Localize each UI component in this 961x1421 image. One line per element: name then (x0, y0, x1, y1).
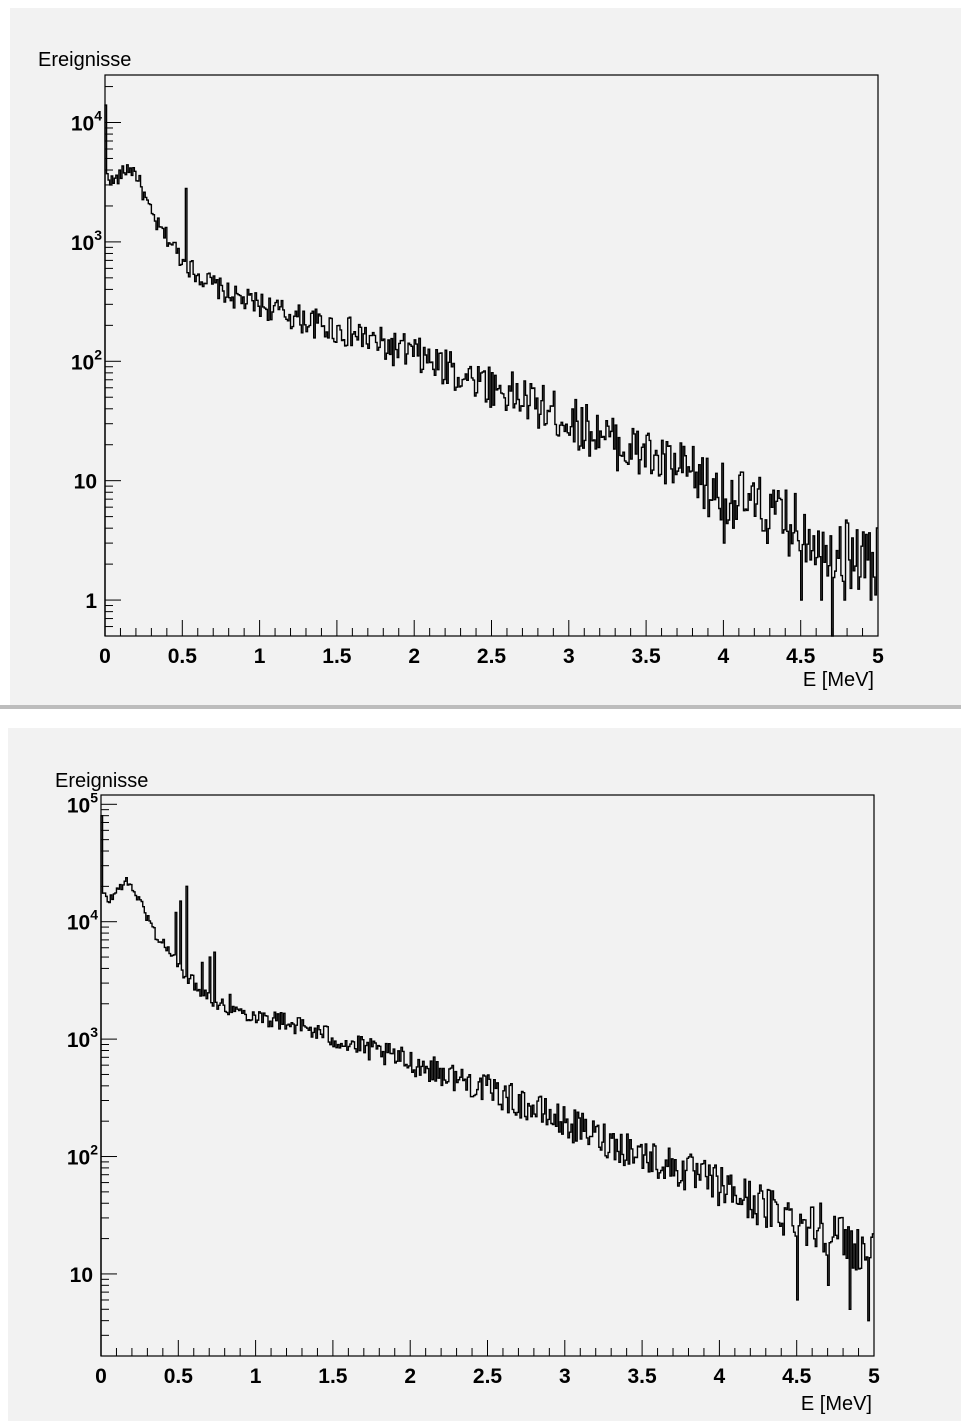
x-tick-label: 5 (868, 1365, 880, 1388)
x-tick-label: 1 (254, 645, 266, 668)
x-tick-label: 2.5 (477, 645, 507, 668)
axis-ticks (100, 803, 875, 1357)
x-tick-label: 2.5 (473, 1365, 503, 1388)
plot-frame (104, 74, 879, 637)
x-tick-label: 4.5 (782, 1365, 812, 1388)
panel-divider (0, 705, 961, 709)
x-tick-label: 3 (563, 645, 575, 668)
y-tick-label: 1 (85, 590, 97, 613)
y-tick-label: 103 (71, 227, 102, 255)
x-tick-label: 0 (95, 1365, 107, 1388)
x-tick-label: 4.5 (786, 645, 816, 668)
x-tick-label: 3 (559, 1365, 571, 1388)
y-tick-label: 10 (70, 1264, 93, 1287)
y-axis-label: Ereignisse (38, 49, 131, 71)
chart-top: Ereignisse E [MeV] 0 0.5 1 1.5 2 2.5 3 3.5 4 4.5 5… (38, 49, 884, 691)
y-tick-label: 105 (67, 789, 98, 817)
y-tick-label: 103 (67, 1024, 98, 1052)
x-tick-label: 2 (404, 1365, 416, 1388)
x-tick-label: 3.5 (627, 1365, 657, 1388)
y-tick-label: 102 (67, 1142, 98, 1170)
x-tick-label: 3.5 (631, 645, 661, 668)
x-tick-label: 5 (872, 645, 884, 668)
y-tick-label: 102 (71, 346, 102, 374)
histogram-line (104, 104, 878, 637)
x-tick-label: 2 (408, 645, 420, 668)
y-tick-label: 104 (71, 108, 102, 136)
x-axis-label: E [MeV] (801, 1393, 872, 1415)
x-tick-label: 0 (99, 645, 111, 668)
x-tick-label: 0.5 (168, 645, 198, 668)
tick-labels: 0 0.5 1 1.5 2 2.5 3 3.5 4 4.5 5 1 10 102 103 104 (71, 108, 884, 668)
x-tick-label: 0.5 (164, 1365, 194, 1388)
tick-labels: 0 0.5 1 1.5 2 2.5 3 3.5 4 4.5 5 10 102 103 104 105 (67, 789, 880, 1388)
x-tick-label: 1 (250, 1365, 262, 1388)
chart-bottom: Ereignisse E [MeV] 0 0.5 1 1.5 2 2.5 3 3.5 4 4.5 5… (55, 770, 880, 1415)
y-axis-label: Ereignisse (55, 770, 148, 792)
axis-ticks (104, 86, 879, 637)
y-tick-label: 10 (74, 471, 97, 494)
x-axis-label: E [MeV] (803, 669, 874, 691)
x-tick-label: 1.5 (322, 645, 352, 668)
x-tick-label: 4 (718, 645, 730, 668)
histogram-line (100, 814, 874, 1356)
y-tick-label: 104 (67, 907, 98, 935)
x-tick-label: 4 (714, 1365, 726, 1388)
x-tick-label: 1.5 (318, 1365, 348, 1388)
